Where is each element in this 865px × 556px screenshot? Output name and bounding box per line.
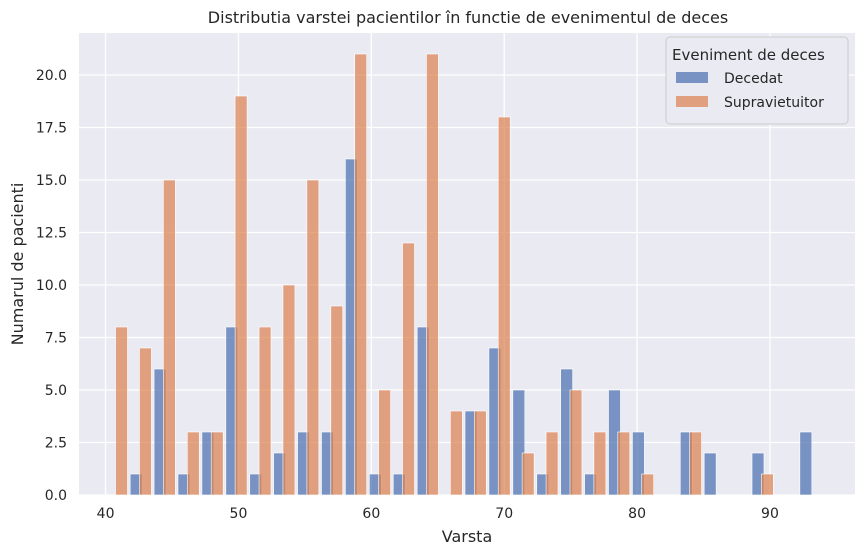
bar-supravietuitor [641, 473, 654, 496]
bar-supravietuitor [426, 53, 439, 496]
bar-supravietuitor [689, 431, 702, 496]
y-tick-label: 2.5 [45, 436, 67, 452]
legend-swatch-decedat [676, 72, 708, 83]
bar-decedat [632, 431, 645, 496]
legend-label-decedat: Decedat [724, 71, 783, 87]
bar-supravietuitor [282, 284, 296, 496]
bar-supravietuitor [139, 347, 152, 496]
legend-swatch-supravietuitor [676, 96, 708, 107]
bar-supravietuitor [163, 179, 176, 496]
bars [115, 53, 813, 496]
bar-supravietuitor [402, 242, 415, 496]
x-tick-label: 70 [495, 506, 513, 522]
legend-box [665, 36, 849, 125]
y-tick-label: 12.5 [36, 226, 67, 242]
bar-supravietuitor [474, 410, 487, 496]
bar-supravietuitor [593, 431, 607, 496]
bar-decedat [512, 389, 526, 496]
x-tick-label: 40 [97, 506, 115, 522]
bar-decedat [799, 431, 813, 496]
chart-title: Distributia varstei pacientilor în funct… [208, 8, 728, 27]
y-tick-label: 7.5 [45, 331, 67, 347]
bar-supravietuitor [617, 431, 631, 496]
y-tick-label: 10.0 [36, 278, 67, 294]
legend-label-supravietuitor: Supravietuitor [724, 95, 824, 111]
bar-supravietuitor [234, 95, 248, 496]
y-tick-label: 15.0 [36, 173, 67, 189]
y-axis-ticks: 0.0 2.5 5.0 7.5 10.0 12.5 15.0 17.5 20.0 [36, 68, 67, 504]
y-axis-label: Numarul de pacienti [8, 183, 27, 346]
x-tick-label: 50 [230, 506, 248, 522]
legend-title: Eveniment de deces [672, 46, 825, 64]
bar-supravietuitor [761, 473, 774, 496]
x-axis-ticks: 40 50 60 70 80 90 [97, 506, 779, 522]
bar-supravietuitor [306, 179, 320, 496]
bar-supravietuitor [497, 116, 511, 496]
bar-supravietuitor [450, 410, 463, 496]
y-tick-label: 0.0 [45, 488, 67, 504]
bar-supravietuitor [210, 431, 224, 496]
y-tick-label: 17.5 [36, 121, 67, 137]
bar-supravietuitor [330, 305, 344, 496]
bar-supravietuitor [115, 326, 128, 496]
bar-decedat [703, 452, 717, 496]
x-tick-label: 90 [761, 506, 779, 522]
bar-supravietuitor [186, 431, 200, 496]
bar-supravietuitor [258, 326, 272, 496]
bar-supravietuitor [569, 389, 583, 496]
y-tick-label: 20.0 [36, 68, 67, 84]
bar-supravietuitor [354, 53, 367, 496]
bar-supravietuitor [378, 389, 391, 496]
bar-supravietuitor [545, 431, 559, 496]
legend: Eveniment de deces Decedat Supravietuito… [665, 36, 849, 125]
x-axis-label: Varsta [442, 527, 493, 546]
x-tick-label: 60 [362, 506, 380, 522]
y-tick-label: 5.0 [45, 383, 67, 399]
x-tick-label: 80 [628, 506, 646, 522]
bar-supravietuitor [521, 452, 535, 496]
